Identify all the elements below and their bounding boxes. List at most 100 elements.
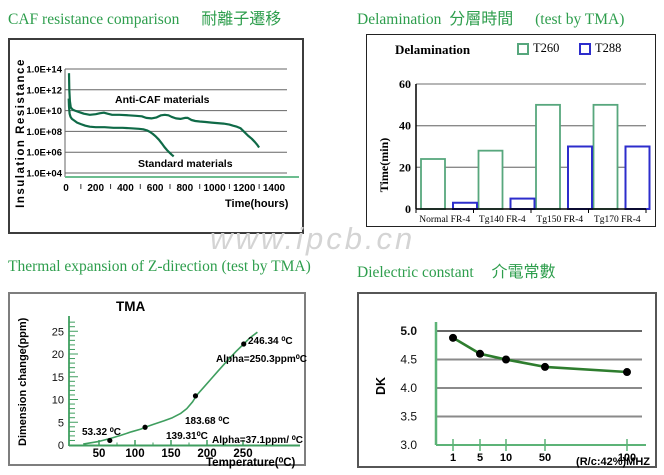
tma-data-point — [142, 424, 148, 430]
tma-x-tick: 200 — [197, 448, 216, 460]
delam-title-en: Delamination — [357, 11, 442, 28]
tma-annotation: Alpha=37.1ppm/ ⁰C — [212, 435, 303, 446]
caf-x-tick: 1400 — [263, 183, 286, 194]
dk-x-tick: 1 — [450, 452, 456, 464]
dk-data-point — [476, 349, 484, 358]
tma-x-tick: 150 — [161, 448, 180, 460]
tma-panel-title: TMA — [116, 299, 146, 314]
t288-bar — [567, 145, 593, 210]
delamination-chart-panel: 0 20 40 60 Normal FR-4 Tg140 FR-4 Tg150 FR-4 Tg… — [366, 34, 656, 227]
dk-y-tick: 4.0 — [400, 381, 417, 395]
dk-title-zh: 介電常數 — [491, 264, 556, 281]
delamination-y-axis-label: Time(min) — [377, 137, 391, 193]
tma-x-tick: 250 — [233, 448, 252, 460]
delam-category-label: Tg140 FR-4 — [479, 215, 526, 225]
tma-title-en: Thermal expansion of Z-direction (test b… — [8, 258, 311, 275]
caf-series-line — [67, 98, 175, 158]
dk-data-point — [449, 333, 457, 342]
delam-title-zh: 分層時間 — [449, 11, 514, 28]
caf-y-tick: 1.0E+12 — [26, 85, 62, 96]
caf-chart-plot: 1.0E+14 1.0E+12 1.0E+10 1.0E+08 1.0E+06 1.0E+… — [26, 65, 299, 194]
caf-y-tick: 1.0E+04 — [26, 169, 62, 180]
delam-y-tick: 20 — [399, 160, 411, 174]
tma-y-tick: 5 — [58, 417, 64, 429]
delam-y-tick: 60 — [399, 77, 411, 91]
tma-annotation: 53.32 ⁰C — [82, 427, 122, 438]
tma-annotation: 246.34 ⁰C — [248, 336, 293, 347]
delam-category-label: Tg150 FR-4 — [536, 215, 583, 225]
delamination-panel-title: Delamination — [395, 42, 471, 57]
dk-data-point — [541, 362, 549, 371]
caf-x-tick: 1000 — [203, 183, 226, 194]
tma-data-point — [107, 437, 113, 444]
tma-x-tick: 50 — [93, 448, 106, 460]
tma-x-tick: 100 — [125, 448, 144, 460]
dk-title-row: Dielectric constant 介電常數 — [357, 258, 556, 282]
delam-y-tick: 0 — [405, 202, 411, 216]
tma-annotation: Alpha=250.3ppm⁰C — [216, 354, 307, 365]
tma-x-axis-label: Temperature(⁰C) — [206, 457, 296, 469]
tma-title-row: Thermal expansion of Z-direction (test b… — [8, 258, 311, 276]
caf-x-tick: 800 — [177, 183, 194, 194]
caf-x-tick: 600 — [147, 183, 164, 194]
dk-x-tick: 100 — [618, 452, 636, 464]
tma-chart-plot: 0 5 10 15 20 25 50 100 150 200 250 — [52, 316, 300, 460]
dk-chart-panel: 5.0 4.5 4.0 3.5 3.0 1 5 10 50 100 DK (R/c:42%)MHZ — [357, 292, 657, 468]
tma-y-tick: 0 — [58, 440, 64, 452]
dk-y-tick: 5.0 — [400, 324, 417, 338]
tma-y-tick: 10 — [52, 395, 64, 407]
tma-y-axis-label: Dimension change(ppm) — [17, 317, 29, 446]
caf-anti-caf-series-label: Anti-CAF materials — [115, 94, 210, 106]
t260-swatch-icon — [517, 42, 529, 55]
t260-bar — [592, 103, 619, 210]
caf-x-tick: 400 — [117, 183, 134, 194]
dk-chart-plot: 5.0 4.5 4.0 3.5 3.0 1 5 10 50 100 — [400, 322, 646, 464]
t288-bar — [452, 201, 478, 210]
legend-item-t260: T260 — [517, 41, 559, 56]
delam-title-row: Delamination 分層時間 (test by TMA) — [357, 5, 624, 29]
t288-swatch-icon — [579, 42, 591, 55]
caf-y-axis-label: Insulation Resistance — [15, 58, 27, 208]
t288-bar — [509, 197, 536, 210]
tma-y-tick: 20 — [52, 349, 64, 361]
tma-data-point — [241, 341, 247, 347]
watermark: www.ipcb.cn — [210, 221, 416, 256]
t260-bar — [535, 103, 561, 210]
dk-x-tick: 50 — [539, 452, 551, 464]
tma-data-point — [192, 393, 199, 399]
t288-legend-label: T288 — [595, 41, 622, 55]
dk-x-tick: 5 — [477, 452, 483, 464]
dk-title-en: Dielectric constant — [357, 264, 474, 281]
t260-bar — [477, 149, 504, 210]
legend-item-t288: T288 — [579, 41, 621, 56]
dk-y-tick: 4.5 — [400, 353, 417, 367]
caf-chart-panel: 1.0E+14 1.0E+12 1.0E+10 1.0E+08 1.0E+06 1.0E+… — [8, 38, 304, 234]
dk-y-tick: 3.0 — [400, 438, 417, 452]
delam-category-label: Normal FR-4 — [419, 215, 470, 225]
tma-annotation: 183.68 ⁰C — [185, 416, 230, 427]
caf-standard-series-label: Standard materials — [138, 158, 233, 170]
dk-y-axis-label: DK — [374, 376, 388, 396]
caf-x-axis-label: Time(hours) — [225, 198, 289, 210]
dk-y-tick: 3.5 — [400, 410, 417, 424]
caf-y-tick: 1.0E+10 — [26, 106, 62, 117]
dk-x-tick: 10 — [500, 452, 512, 464]
caf-series-line — [67, 73, 260, 149]
tma-annotation: 139.31⁰C — [166, 431, 208, 442]
caf-title: CAF resistance comparison 耐離子遷移 — [8, 5, 281, 29]
t260-legend-label: T260 — [533, 41, 560, 55]
caf-x-tick: 200 — [87, 183, 104, 194]
caf-x-tick: 1200 — [233, 183, 256, 194]
delam-category-label: Tg170 FR-4 — [594, 215, 641, 225]
dk-x-axis-label: (R/c:42%)MHZ — [576, 456, 650, 468]
caf-y-tick: 1.0E+14 — [26, 65, 62, 76]
tma-curve — [83, 331, 258, 445]
tma-y-tick: 15 — [52, 372, 64, 384]
dk-data-point — [623, 368, 631, 377]
caf-y-tick: 1.0E+06 — [26, 148, 62, 159]
delam-title-suffix: (test by TMA) — [535, 11, 625, 28]
caf-title-en: CAF resistance comparison — [8, 11, 180, 28]
delamination-chart-plot: 0 20 40 60 Normal FR-4 Tg140 FR-4 Tg150 FR-4 Tg… — [399, 77, 651, 225]
t288-bar — [624, 145, 651, 210]
